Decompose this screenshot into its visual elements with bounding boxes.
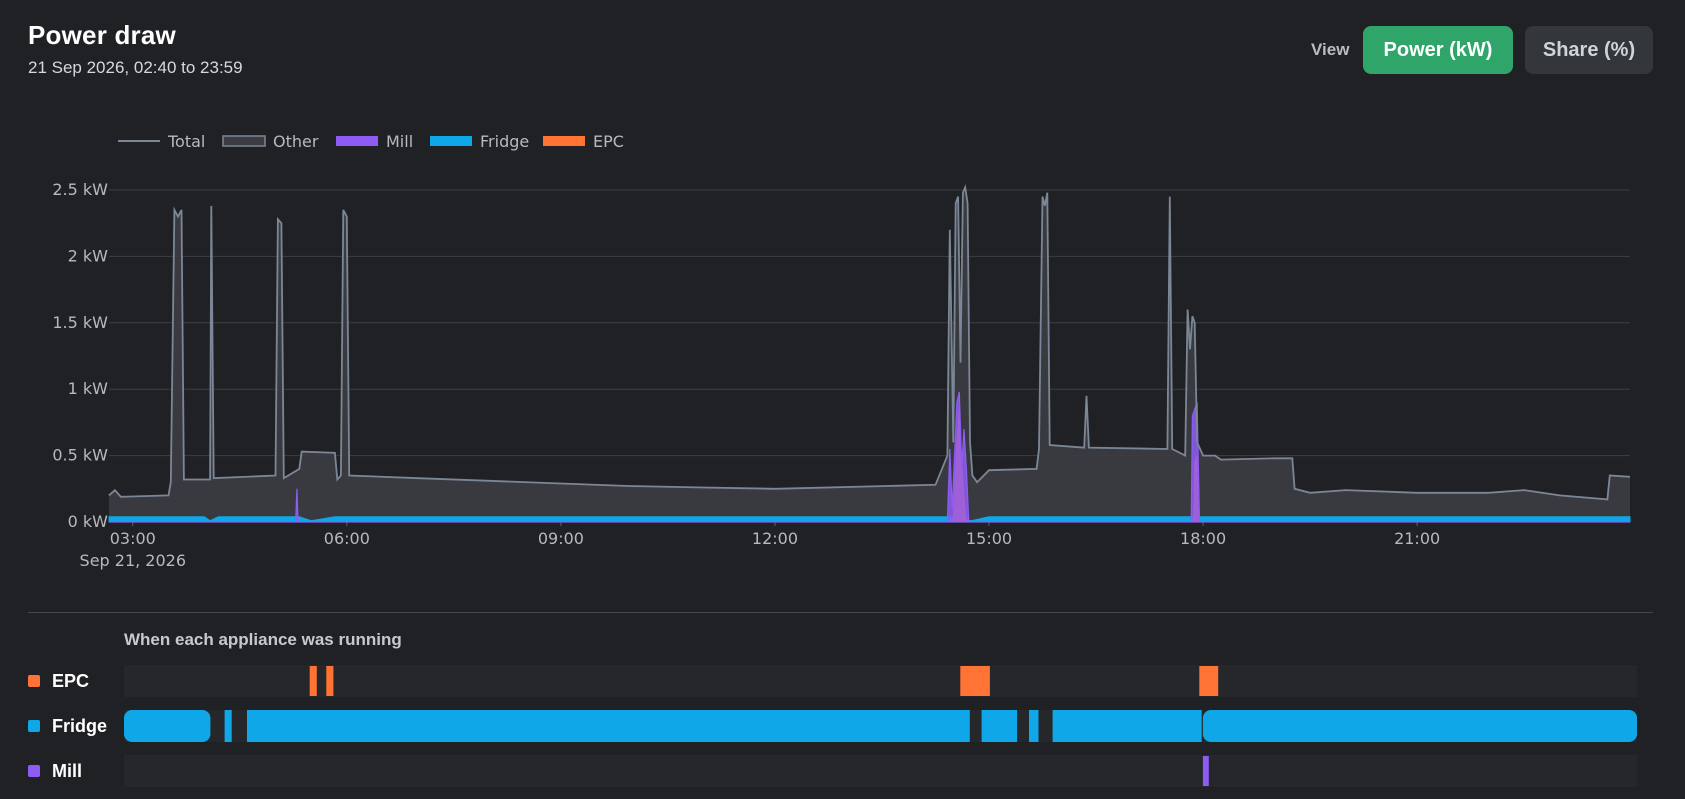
running-interval[interactable] bbox=[326, 666, 334, 696]
view-label: View bbox=[1311, 40, 1350, 59]
row-color-dot bbox=[28, 675, 40, 687]
legend-swatch bbox=[543, 136, 585, 146]
running-interval[interactable] bbox=[1202, 710, 1637, 742]
y-tick-label: 0.5 kW bbox=[52, 446, 108, 465]
timeline-row-epc: EPC bbox=[28, 665, 1637, 697]
running-interval[interactable] bbox=[1052, 710, 1202, 742]
timeline-row-mill: Mill bbox=[28, 755, 1637, 787]
legend-swatch bbox=[430, 136, 472, 146]
y-tick-label: 2 kW bbox=[68, 246, 109, 265]
running-interval[interactable] bbox=[1199, 666, 1219, 696]
legend-label: Total bbox=[167, 132, 205, 151]
running-interval[interactable] bbox=[1202, 756, 1209, 786]
page-subtitle: 21 Sep 2026, 02:40 to 23:59 bbox=[28, 58, 243, 77]
legend-item-other[interactable]: Other bbox=[222, 132, 319, 151]
row-track bbox=[124, 665, 1637, 697]
appliance-timeline: EPC Fridge Mill bbox=[28, 665, 1637, 787]
power-chart: 0 kW 0.5 kW 1 kW 1.5 kW 2 kW 2.5 kW 03:00 06:00… bbox=[52, 132, 1631, 570]
legend-item-mill[interactable]: Mill bbox=[336, 132, 413, 151]
row-track bbox=[124, 755, 1637, 787]
x-tick-label: 06:00 bbox=[324, 529, 370, 548]
share-percent-button[interactable]: Share (%) bbox=[1525, 26, 1653, 74]
y-tick-label: 1.5 kW bbox=[52, 313, 108, 332]
x-tick-label: 12:00 bbox=[752, 529, 798, 548]
running-interval[interactable] bbox=[247, 710, 970, 742]
x-tick-date-label: Sep 21, 2026 bbox=[80, 551, 187, 570]
timeline-title: When each appliance was running bbox=[124, 630, 402, 649]
page-title: Power draw bbox=[28, 20, 176, 50]
row-color-dot bbox=[28, 765, 40, 777]
row-label: Mill bbox=[52, 761, 82, 781]
running-interval[interactable] bbox=[124, 710, 211, 742]
series-other-area bbox=[109, 187, 1630, 523]
legend-item-epc[interactable]: EPC bbox=[543, 132, 624, 151]
section-divider bbox=[28, 612, 1653, 613]
running-interval[interactable] bbox=[1029, 710, 1039, 742]
x-tick-label: 09:00 bbox=[538, 529, 584, 548]
legend-label: Fridge bbox=[480, 132, 529, 151]
y-tick-label: 2.5 kW bbox=[52, 180, 108, 199]
x-tick-label: 03:00 bbox=[110, 529, 156, 548]
row-label: Fridge bbox=[52, 716, 107, 736]
row-color-dot bbox=[28, 720, 40, 732]
timeline-row-fridge: Fridge bbox=[28, 710, 1637, 742]
legend-swatch bbox=[336, 136, 378, 146]
x-tick-label: 15:00 bbox=[966, 529, 1012, 548]
power-kw-button[interactable]: Power (kW) bbox=[1363, 26, 1513, 74]
x-tick-label: 21:00 bbox=[1394, 529, 1440, 548]
legend-item-fridge[interactable]: Fridge bbox=[430, 132, 529, 151]
x-tick-label: 18:00 bbox=[1180, 529, 1226, 548]
series-fridge-area bbox=[108, 516, 1631, 523]
series-total-line bbox=[108, 184, 1631, 501]
running-interval[interactable] bbox=[960, 666, 990, 696]
running-interval[interactable] bbox=[309, 666, 317, 696]
row-label: EPC bbox=[52, 671, 89, 691]
running-interval[interactable] bbox=[224, 710, 232, 742]
legend-swatch bbox=[222, 135, 266, 147]
legend-label: Mill bbox=[386, 132, 413, 151]
y-tick-label: 0 kW bbox=[68, 512, 109, 531]
legend-item-total[interactable]: Total bbox=[118, 132, 205, 151]
y-tick-label: 1 kW bbox=[68, 379, 109, 398]
legend-label: EPC bbox=[593, 132, 624, 151]
running-interval[interactable] bbox=[981, 710, 1018, 742]
legend-label: Other bbox=[273, 132, 319, 151]
